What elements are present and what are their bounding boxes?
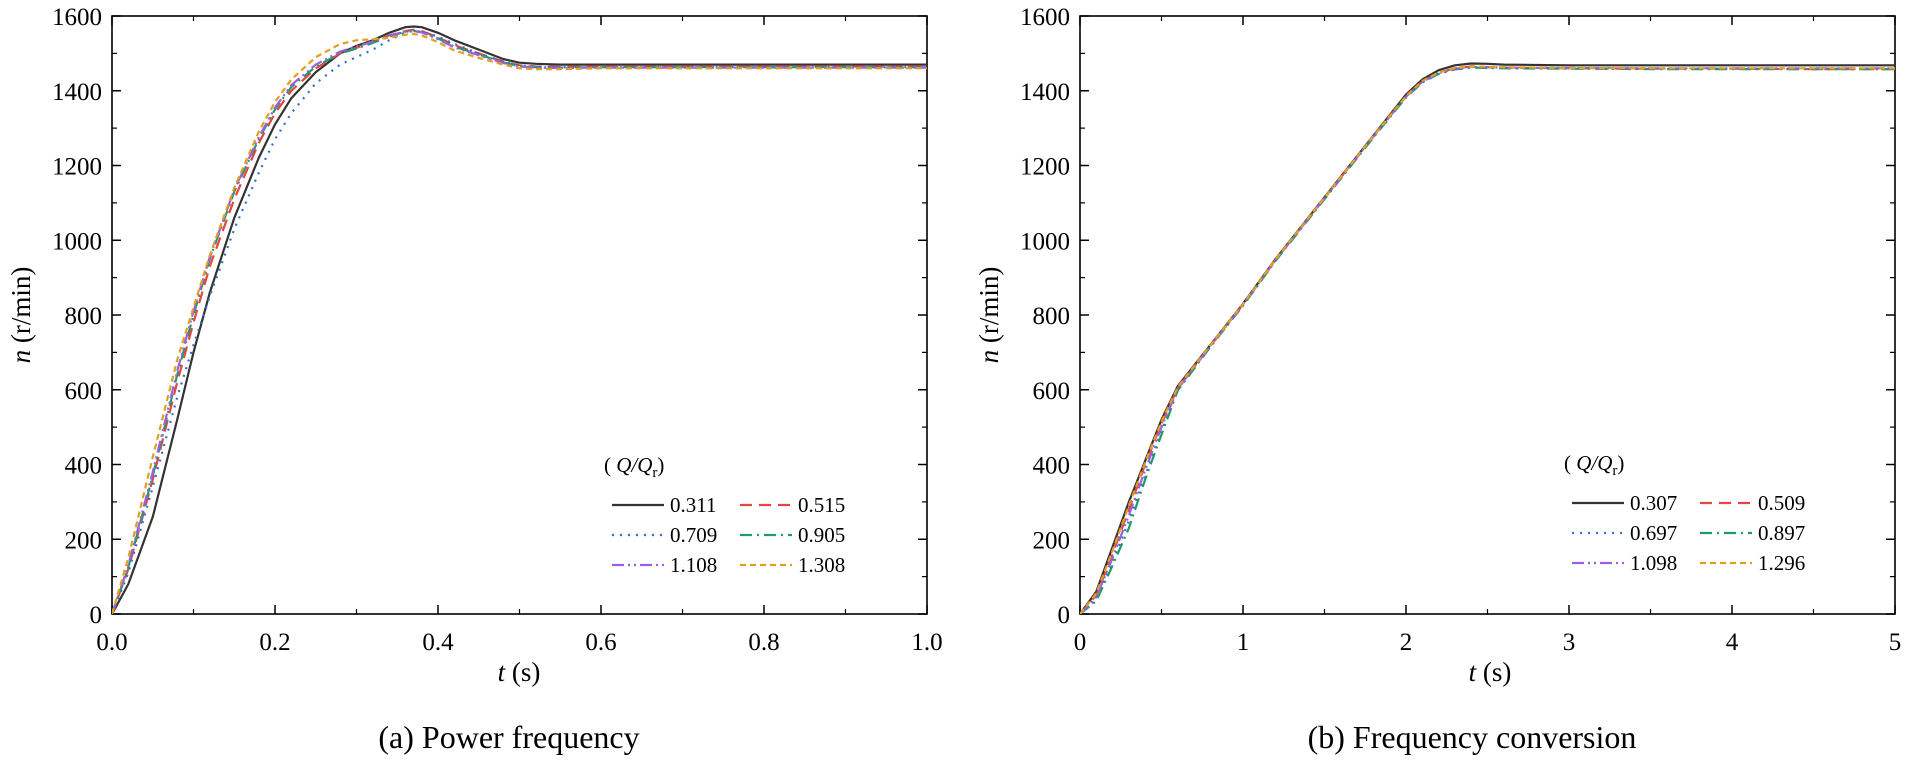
y-tick-label: 600 bbox=[1033, 378, 1071, 405]
x-tick-label: 3 bbox=[1563, 629, 1576, 656]
legend-label-1.296: 1.296 bbox=[1758, 551, 1805, 575]
legend-label-0.897: 0.897 bbox=[1758, 521, 1805, 545]
axis-ticks: 0.0 0.2 0.4 0.6 0.8 1.0 0 200 400 600 800 1000 1200 1… bbox=[52, 4, 943, 656]
x-tick-label: 1 bbox=[1237, 629, 1250, 656]
series-line-1.296 bbox=[1080, 64, 1895, 614]
legend: ( Q/Qr)0.311 0.515 0.709 0.905 1.108 1.308 bbox=[604, 453, 845, 577]
y-tick-label: 1000 bbox=[52, 228, 102, 255]
y-tick-label: 1200 bbox=[52, 154, 102, 181]
series-line-0.897 bbox=[1080, 66, 1895, 614]
x-tick-label: 2 bbox=[1400, 629, 1413, 656]
legend-title: ( Q/Qr) bbox=[604, 453, 664, 481]
x-tick-label: 0.2 bbox=[259, 629, 290, 656]
x-axis-label: t (s) bbox=[1469, 657, 1512, 687]
y-tick-label: 800 bbox=[1033, 303, 1071, 330]
legend-label-0.307: 0.307 bbox=[1630, 491, 1677, 515]
legend-title: ( Q/Qr) bbox=[1564, 451, 1624, 479]
caption-a: (a) Power frequency bbox=[378, 719, 639, 755]
legend-label-0.515: 0.515 bbox=[798, 493, 845, 517]
y-tick-label: 1400 bbox=[1020, 79, 1070, 106]
x-axis-label: t (s) bbox=[498, 657, 541, 687]
legend-label-0.709: 0.709 bbox=[670, 523, 717, 547]
x-tick-label: 0 bbox=[1074, 629, 1087, 656]
y-tick-label: 0 bbox=[90, 602, 103, 629]
y-tick-label: 1200 bbox=[1020, 154, 1070, 181]
y-tick-label: 1600 bbox=[52, 4, 102, 31]
legend-label-1.108: 1.108 bbox=[670, 553, 717, 577]
series-line-0.311 bbox=[112, 25, 927, 614]
y-tick-label: 200 bbox=[1033, 527, 1071, 554]
y-axis-label: n (r/min) bbox=[6, 267, 36, 364]
series-line-1.308 bbox=[112, 32, 927, 614]
y-tick-label: 600 bbox=[65, 378, 103, 405]
y-tick-label: 1400 bbox=[52, 79, 102, 106]
legend-label-0.697: 0.697 bbox=[1630, 521, 1677, 545]
chart-panel-power-frequency: 0.0 0.2 0.4 0.6 0.8 1.0 0 200 400 600 800 1000 1200 1… bbox=[6, 4, 943, 755]
legend-label-0.905: 0.905 bbox=[798, 523, 845, 547]
x-tick-label: 0.4 bbox=[422, 629, 454, 656]
series-lines bbox=[112, 25, 927, 614]
y-tick-label: 400 bbox=[1033, 453, 1071, 480]
x-tick-label: 0.0 bbox=[96, 629, 127, 656]
x-tick-label: 1.0 bbox=[911, 629, 942, 656]
legend: ( Q/Qr)0.307 0.509 0.697 0.897 1.098 1.296 bbox=[1564, 451, 1805, 575]
x-tick-label: 5 bbox=[1889, 629, 1902, 656]
y-tick-label: 200 bbox=[65, 527, 103, 554]
y-tick-label: 1600 bbox=[1020, 4, 1070, 31]
x-tick-label: 0.6 bbox=[585, 629, 616, 656]
axis-ticks: 0 1 2 3 4 5 0 200 400 600 800 1000 1200 1400 1600 bbox=[1020, 4, 1901, 656]
legend-label-1.308: 1.308 bbox=[798, 553, 845, 577]
caption-b: (b) Frequency conversion bbox=[1308, 719, 1637, 755]
y-tick-label: 1000 bbox=[1020, 228, 1070, 255]
legend-label-0.509: 0.509 bbox=[1758, 491, 1805, 515]
series-lines bbox=[1080, 62, 1895, 614]
x-tick-label: 4 bbox=[1726, 629, 1739, 656]
x-tick-label: 0.8 bbox=[748, 629, 779, 656]
y-tick-label: 800 bbox=[65, 303, 103, 330]
legend-label-1.098: 1.098 bbox=[1630, 551, 1677, 575]
legend-label-0.311: 0.311 bbox=[670, 493, 716, 517]
series-line-0.515 bbox=[112, 28, 927, 614]
chart-panel-frequency-conversion: 0 1 2 3 4 5 0 200 400 600 800 1000 1200 1400 1600 ( Q/… bbox=[974, 4, 1901, 755]
y-axis-label: n (r/min) bbox=[974, 267, 1004, 364]
y-tick-label: 400 bbox=[65, 453, 103, 480]
y-tick-label: 0 bbox=[1058, 602, 1071, 629]
